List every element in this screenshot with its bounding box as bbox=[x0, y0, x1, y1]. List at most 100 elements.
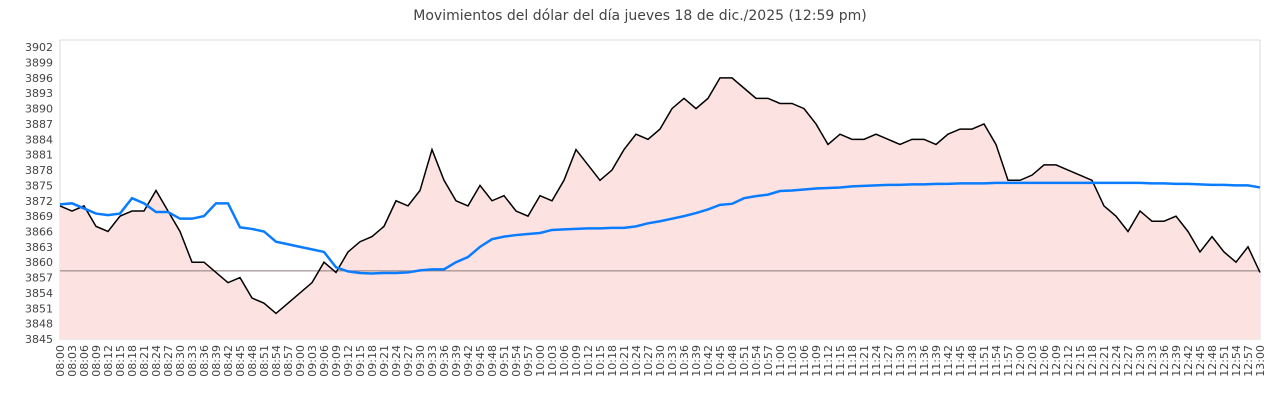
x-tick-label: 12:45 bbox=[1194, 345, 1207, 377]
x-tick-label: 09:21 bbox=[378, 345, 391, 377]
x-tick-label: 10:48 bbox=[726, 345, 739, 377]
x-tick-label: 10:39 bbox=[690, 345, 703, 377]
x-tick-label: 10:51 bbox=[738, 345, 751, 377]
x-tick-label: 12:27 bbox=[1122, 345, 1135, 377]
y-tick-label: 3845 bbox=[25, 333, 53, 346]
x-tick-label: 09:27 bbox=[402, 345, 415, 377]
x-tick-label: 08:15 bbox=[114, 345, 127, 377]
x-tick-label: 08:24 bbox=[150, 345, 163, 377]
x-tick-label: 11:24 bbox=[870, 345, 883, 377]
x-tick-label: 10:45 bbox=[714, 345, 727, 377]
x-tick-label: 08:27 bbox=[162, 345, 175, 377]
y-tick-label: 3851 bbox=[25, 302, 53, 315]
x-tick-label: 12:36 bbox=[1158, 345, 1171, 377]
x-tick-label: 11:00 bbox=[774, 345, 787, 377]
x-tick-label: 12:51 bbox=[1218, 345, 1231, 377]
x-tick-label: 09:39 bbox=[450, 345, 463, 377]
x-tick-label: 10:12 bbox=[582, 345, 595, 377]
x-tick-label: 09:36 bbox=[438, 345, 451, 377]
x-tick-label: 09:06 bbox=[318, 345, 331, 377]
x-tick-label: 10:06 bbox=[558, 345, 571, 377]
y-tick-label: 3902 bbox=[25, 41, 53, 54]
x-tick-label: 10:21 bbox=[618, 345, 631, 377]
y-tick-label: 3887 bbox=[25, 118, 53, 131]
x-tick-label: 12:15 bbox=[1074, 345, 1087, 377]
x-tick-label: 10:18 bbox=[606, 345, 619, 377]
x-tick-label: 10:57 bbox=[762, 345, 775, 377]
x-tick-label: 09:30 bbox=[414, 345, 427, 377]
x-tick-label: 09:45 bbox=[474, 345, 487, 377]
x-tick-label: 10:00 bbox=[534, 345, 547, 377]
y-tick-label: 3854 bbox=[25, 287, 53, 300]
x-tick-label: 08:06 bbox=[78, 345, 91, 377]
x-tick-label: 09:54 bbox=[510, 345, 523, 377]
x-tick-label: 11:33 bbox=[906, 345, 919, 377]
x-tick-label: 11:45 bbox=[954, 345, 967, 377]
y-tick-label: 3875 bbox=[25, 179, 53, 192]
x-tick-label: 10:54 bbox=[750, 345, 763, 377]
y-tick-label: 3866 bbox=[25, 225, 53, 238]
x-tick-label: 11:09 bbox=[810, 345, 823, 377]
y-tick-label: 3869 bbox=[25, 210, 53, 223]
x-tick-label: 08:54 bbox=[270, 345, 283, 377]
x-tick-label: 12:09 bbox=[1050, 345, 1063, 377]
x-tick-label: 09:42 bbox=[462, 345, 475, 377]
x-tick-label: 09:33 bbox=[426, 345, 439, 377]
x-tick-label: 09:51 bbox=[498, 345, 511, 377]
y-tick-label: 3899 bbox=[25, 57, 53, 70]
y-tick-label: 3872 bbox=[25, 195, 53, 208]
x-tick-label: 10:09 bbox=[570, 345, 583, 377]
x-tick-label: 12:57 bbox=[1242, 345, 1255, 377]
y-tick-label: 3890 bbox=[25, 103, 53, 116]
x-tick-label: 12:24 bbox=[1110, 345, 1123, 377]
x-tick-label: 08:39 bbox=[210, 345, 223, 377]
x-tick-label: 08:30 bbox=[174, 345, 187, 377]
x-tick-label: 12:39 bbox=[1170, 345, 1183, 377]
x-tick-label: 11:30 bbox=[894, 345, 907, 377]
x-tick-label: 09:24 bbox=[390, 345, 403, 377]
x-tick-label: 11:36 bbox=[918, 345, 931, 377]
y-tick-label: 3896 bbox=[25, 72, 53, 85]
x-tick-label: 12:03 bbox=[1026, 345, 1039, 377]
x-tick-label: 10:03 bbox=[546, 345, 559, 377]
x-tick-label: 09:00 bbox=[294, 345, 307, 377]
x-tick-label: 11:57 bbox=[1002, 345, 1015, 377]
x-tick-label: 11:27 bbox=[882, 345, 895, 377]
x-tick-label: 09:15 bbox=[354, 345, 367, 377]
x-tick-label: 10:33 bbox=[666, 345, 679, 377]
y-tick-label: 3857 bbox=[25, 272, 53, 285]
x-tick-label: 08:51 bbox=[258, 345, 271, 377]
y-tick-label: 3893 bbox=[25, 87, 53, 100]
x-tick-label: 12:00 bbox=[1014, 345, 1027, 377]
x-tick-label: 13:00 bbox=[1254, 345, 1267, 377]
x-tick-label: 10:36 bbox=[678, 345, 691, 377]
x-tick-label: 10:27 bbox=[642, 345, 655, 377]
x-tick-label: 08:09 bbox=[90, 345, 103, 377]
x-tick-label: 12:54 bbox=[1230, 345, 1243, 377]
x-tick-label: 08:00 bbox=[54, 345, 67, 377]
average-line bbox=[59, 181, 1261, 275]
x-tick-label: 11:18 bbox=[846, 345, 859, 377]
x-tick-label: 09:57 bbox=[522, 345, 535, 377]
x-tick-label: 08:45 bbox=[234, 345, 247, 377]
x-tick-label: 12:06 bbox=[1038, 345, 1051, 377]
x-tick-label: 11:42 bbox=[942, 345, 955, 377]
x-tick-label: 11:03 bbox=[786, 345, 799, 377]
x-tick-label: 08:03 bbox=[66, 345, 79, 377]
x-tick-label: 09:09 bbox=[330, 345, 343, 377]
x-tick-label: 08:57 bbox=[282, 345, 295, 377]
x-tick-label: 12:48 bbox=[1206, 345, 1219, 377]
x-tick-label: 11:51 bbox=[978, 345, 991, 377]
y-tick-label: 3848 bbox=[25, 318, 53, 331]
x-tick-label: 08:18 bbox=[126, 345, 139, 377]
x-tick-label: 11:21 bbox=[858, 345, 871, 377]
x-tick-label: 11:54 bbox=[990, 345, 1003, 377]
y-tick-label: 3878 bbox=[25, 164, 53, 177]
chart-title: Movimientos del dólar del día jueves 18 … bbox=[413, 8, 867, 24]
x-tick-label: 12:18 bbox=[1086, 345, 1099, 377]
y-tick-label: 3881 bbox=[25, 149, 53, 162]
x-tick-label: 09:03 bbox=[306, 345, 319, 377]
x-tick-label: 12:42 bbox=[1182, 345, 1195, 377]
x-tick-label: 11:12 bbox=[822, 345, 835, 377]
